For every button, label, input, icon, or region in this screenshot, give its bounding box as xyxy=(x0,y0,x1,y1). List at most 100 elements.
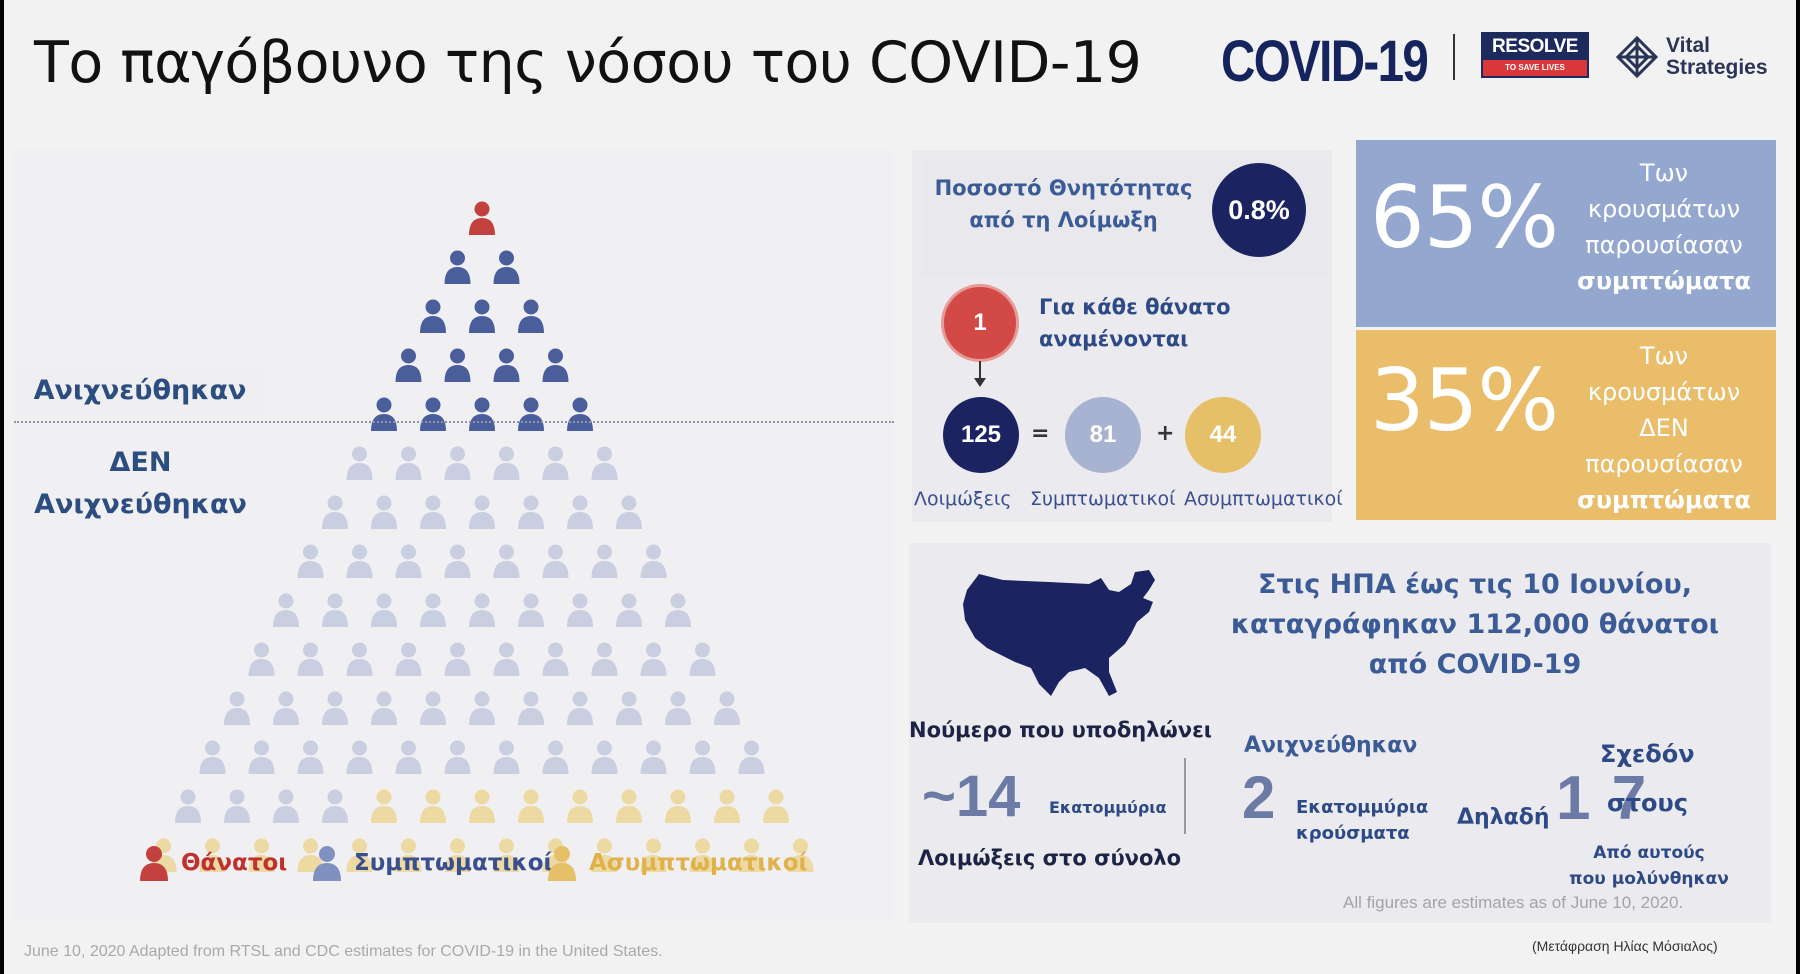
per-death-line2: αναμένονται xyxy=(1039,327,1189,351)
usa-line2: καταγράφηκαν 112,000 θάνατοι xyxy=(1230,609,1720,640)
person-symptomatic-icon xyxy=(346,740,373,774)
person-symptomatic-icon xyxy=(714,691,740,725)
plus-sign: + xyxy=(1156,421,1175,446)
symptomatic-caption: Συμπτωματικοί xyxy=(1030,488,1176,510)
untraced-label-line1: ΔΕΝ xyxy=(109,447,172,478)
person-symptomatic-icon xyxy=(444,544,471,578)
person-symptomatic-icon xyxy=(444,250,471,284)
meaning-label: Δηλαδή xyxy=(1457,805,1550,830)
person-asymptomatic-icon xyxy=(199,838,226,872)
legend-symptomatic: Συμπτωματικοί xyxy=(312,843,553,883)
iceberg-pyramid xyxy=(150,201,814,872)
vital-strategies-mark-icon xyxy=(1615,35,1659,79)
symptomatic-share-text: Των κρουσμάτων παρουσίασαν συμπτώματα xyxy=(1564,155,1764,299)
person-asymptomatic-icon xyxy=(420,789,446,823)
per-death-line1: Για κάθε θάνατο xyxy=(1039,295,1231,319)
person-symptomatic-icon xyxy=(395,348,422,382)
blue-line1: Των xyxy=(1639,159,1689,187)
person-symptomatic-icon xyxy=(542,544,569,578)
person-symptomatic-icon xyxy=(493,740,520,774)
person-asymptomatic-icon xyxy=(591,838,618,872)
estimated-infections-unit: Εκατομμύρια xyxy=(1049,798,1167,817)
person-asymptomatic-icon xyxy=(548,846,576,881)
person-symptomatic-icon xyxy=(469,593,495,627)
traced-unit-line1: Εκατομμύρια xyxy=(1296,797,1429,818)
person-asymptomatic-icon xyxy=(518,789,544,823)
person-symptomatic-icon xyxy=(616,495,642,529)
almost-label: Σχεδόν xyxy=(1600,740,1695,768)
person-symptomatic-icon xyxy=(640,642,667,676)
person-symptomatic-icon xyxy=(444,642,471,676)
person-asymptomatic-icon xyxy=(493,838,520,872)
person-symptomatic-icon xyxy=(567,691,593,725)
person-symptomatic-icon xyxy=(518,495,544,529)
total-infections-label: Λοιμώξεις στο σύνολο xyxy=(918,846,1182,870)
person-symptomatic-icon xyxy=(591,642,618,676)
usa-stats-card xyxy=(1184,550,1766,690)
person-symptomatic-icon xyxy=(591,446,618,480)
person-symptomatic-icon xyxy=(346,642,373,676)
person-symptomatic-icon xyxy=(640,544,667,578)
mortality-rate-value: 0.8% xyxy=(1212,163,1306,257)
mortality-label-line1: Ποσοστό Θνητότητας xyxy=(934,176,1193,200)
asymptomatic-share-block xyxy=(1356,330,1776,520)
person-symptomatic-icon xyxy=(493,446,520,480)
vital-strategies-name: Vital Strategies xyxy=(1666,35,1768,79)
person-symptomatic-icon xyxy=(420,299,446,333)
person-symptomatic-icon xyxy=(199,740,226,774)
traced-cases-label: Ανιχνεύθηκαν xyxy=(1244,733,1418,758)
person-symptomatic-icon xyxy=(665,593,691,627)
arrow-down-line xyxy=(979,361,981,381)
person-symptomatic-icon xyxy=(518,299,544,333)
stat-divider xyxy=(1184,758,1186,834)
vital-strategies-logo: Vital Strategies xyxy=(1614,32,1794,82)
symptomatic-share-block xyxy=(1356,140,1776,327)
person-symptomatic-icon xyxy=(346,544,373,578)
detection-threshold-line xyxy=(14,421,894,423)
gold-line5-bold: συμπτώματα xyxy=(1577,486,1751,514)
symptomatic-circle: 81 xyxy=(1065,397,1141,473)
person-symptomatic-icon xyxy=(738,740,765,774)
person-symptomatic-icon xyxy=(469,397,495,431)
person-asymptomatic-icon xyxy=(444,838,471,872)
estimated-infections-value: ~14 xyxy=(922,764,1021,829)
person-asymptomatic-icon xyxy=(665,789,691,823)
person-symptomatic-icon xyxy=(273,691,299,725)
untraced-label-line2: Ανιχνεύθηκαν xyxy=(34,489,247,520)
logo-divider xyxy=(1453,34,1455,80)
untraced-label: ΔΕΝ Ανιχνεύθηκαν xyxy=(18,442,263,526)
asymptomatic-circle: 44 xyxy=(1185,397,1261,473)
usa-line1: Στις ΗΠΑ έως τις 10 Ιουνίου, xyxy=(1258,569,1692,600)
person-asymptomatic-icon xyxy=(469,789,495,823)
person-symptomatic-icon xyxy=(395,642,422,676)
person-symptomatic-icon xyxy=(175,789,201,823)
person-symptomatic-icon xyxy=(591,740,618,774)
person-symptomatic-icon xyxy=(273,593,299,627)
translation-credit: (Μετάφραση Ηλίας Μόσιαλος) xyxy=(1532,938,1718,954)
person-symptomatic-icon xyxy=(542,348,569,382)
person-asymptomatic-icon xyxy=(787,838,814,872)
vital-logo-line2: Strategies xyxy=(1666,56,1768,79)
infected-line1: Από αυτούς xyxy=(1593,843,1705,863)
covid19-logo: COVID-19 xyxy=(1221,29,1429,94)
person-asymptomatic-icon xyxy=(248,838,275,872)
person-asymptomatic-icon xyxy=(689,838,716,872)
person-asymptomatic-icon xyxy=(395,838,422,872)
death-count-circle: 1 xyxy=(941,284,1019,362)
person-symptomatic-icon xyxy=(640,740,667,774)
person-asymptomatic-icon xyxy=(640,838,667,872)
person-symptomatic-icon xyxy=(371,593,397,627)
blue-line3: παρουσίασαν xyxy=(1585,231,1743,259)
person-symptomatic-icon xyxy=(689,642,716,676)
usa-line3: από COVID-19 xyxy=(1368,649,1582,680)
traced-cases-unit: Εκατομμύρια κρούσματα xyxy=(1296,795,1428,847)
person-symptomatic-icon xyxy=(297,544,324,578)
symptomatic-share-value: 65% xyxy=(1370,168,1559,268)
legend-asymptomatic-label: Ασυμπτωματικοί xyxy=(589,850,808,876)
person-asymptomatic-icon xyxy=(567,789,593,823)
person-symptomatic-icon xyxy=(420,691,446,725)
person-symptomatic-icon xyxy=(567,593,593,627)
infections-circle: 125 xyxy=(943,397,1019,473)
person-symptomatic-icon xyxy=(518,691,544,725)
traced-unit-line2: κρούσματα xyxy=(1296,823,1410,844)
